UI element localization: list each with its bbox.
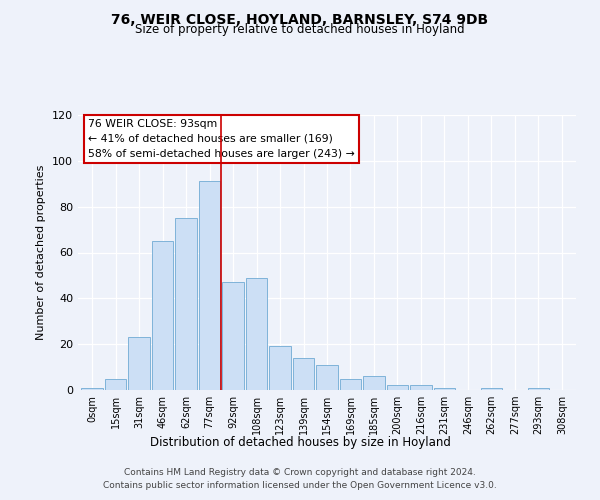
Text: Distribution of detached houses by size in Hoyland: Distribution of detached houses by size …: [149, 436, 451, 449]
Bar: [527, 388, 549, 390]
Bar: [81, 388, 103, 390]
Bar: [199, 182, 220, 390]
Bar: [152, 241, 173, 390]
Y-axis label: Number of detached properties: Number of detached properties: [37, 165, 46, 340]
Bar: [340, 378, 361, 390]
Bar: [316, 365, 338, 390]
Text: 76, WEIR CLOSE, HOYLAND, BARNSLEY, S74 9DB: 76, WEIR CLOSE, HOYLAND, BARNSLEY, S74 9…: [112, 12, 488, 26]
Bar: [222, 282, 244, 390]
Bar: [269, 346, 291, 390]
Bar: [246, 278, 268, 390]
Bar: [434, 388, 455, 390]
Bar: [386, 386, 408, 390]
Text: Size of property relative to detached houses in Hoyland: Size of property relative to detached ho…: [135, 22, 465, 36]
Bar: [363, 376, 385, 390]
Bar: [293, 358, 314, 390]
Text: 76 WEIR CLOSE: 93sqm
← 41% of detached houses are smaller (169)
58% of semi-deta: 76 WEIR CLOSE: 93sqm ← 41% of detached h…: [88, 119, 355, 158]
Bar: [175, 218, 197, 390]
Bar: [128, 338, 150, 390]
Text: Contains HM Land Registry data © Crown copyright and database right 2024.: Contains HM Land Registry data © Crown c…: [124, 468, 476, 477]
Bar: [410, 386, 432, 390]
Bar: [481, 388, 502, 390]
Bar: [105, 378, 127, 390]
Text: Contains public sector information licensed under the Open Government Licence v3: Contains public sector information licen…: [103, 480, 497, 490]
